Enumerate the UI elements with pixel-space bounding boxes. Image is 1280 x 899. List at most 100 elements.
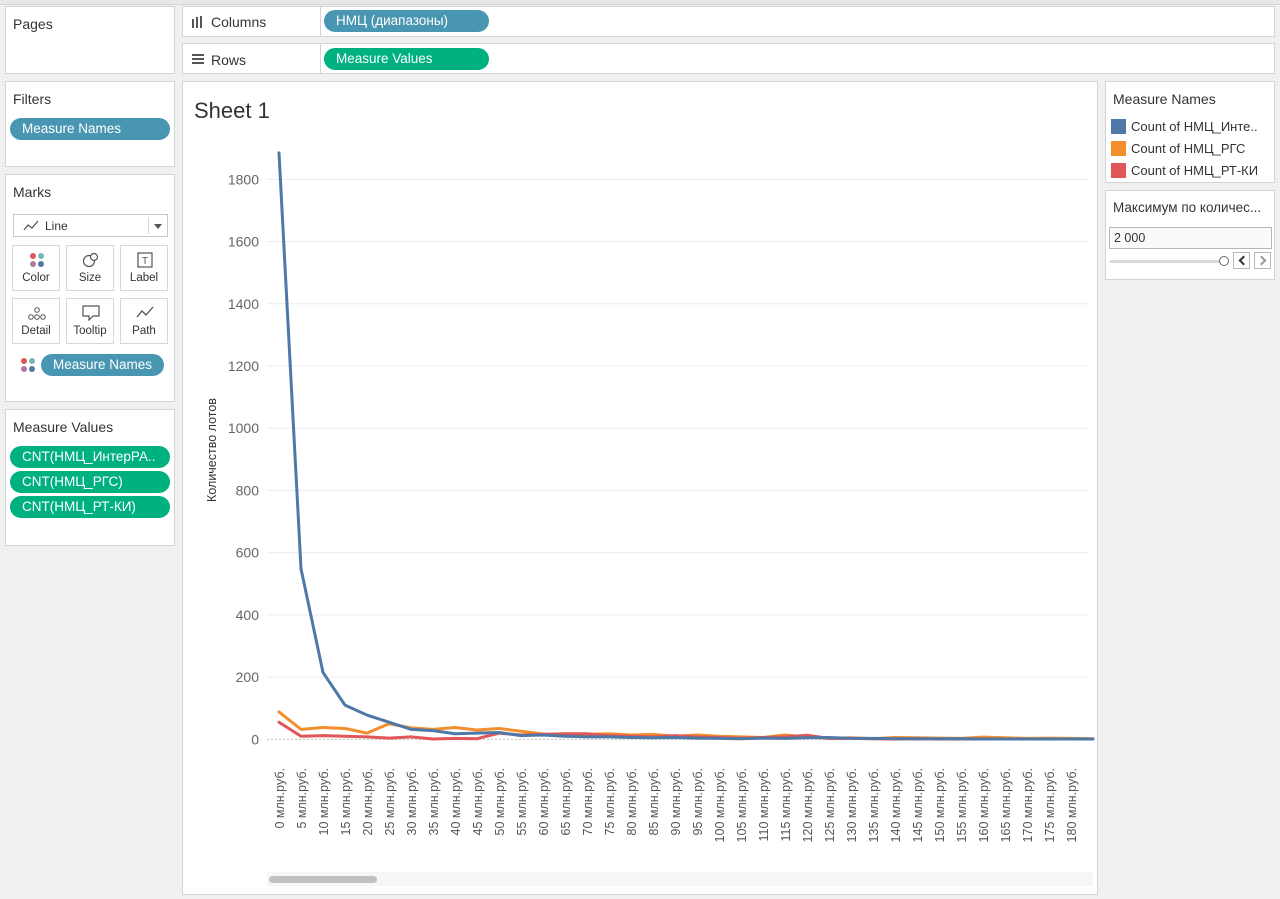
color-encoding-icon bbox=[21, 358, 35, 372]
legend-label: Count of НМЦ_РГС bbox=[1131, 141, 1246, 156]
filters-card[interactable]: Filters Measure Names bbox=[5, 81, 175, 167]
path-icon bbox=[136, 306, 154, 318]
max-filter-value: 2 000 bbox=[1114, 231, 1146, 245]
max-filter-card: Максимум по количес... 2 000 bbox=[1105, 190, 1275, 280]
size-button-label: Size bbox=[78, 272, 102, 284]
marks-card: Marks Line Color Size T Label Detail Too… bbox=[5, 174, 175, 402]
slider-handle[interactable] bbox=[1219, 256, 1229, 266]
label-button[interactable]: T Label bbox=[120, 245, 168, 291]
x-tick-label: 180 млн.руб. bbox=[1065, 768, 1079, 842]
x-tick-label: 20 млн.руб. bbox=[361, 768, 375, 835]
y-axis-label: Количество лотов bbox=[205, 398, 219, 502]
x-tick-label: 160 млн.руб. bbox=[977, 768, 991, 842]
mark-type-label: Line bbox=[45, 219, 68, 233]
chevron-left-icon bbox=[1238, 255, 1249, 266]
x-tick-label: 45 млн.руб. bbox=[471, 768, 485, 835]
x-tick-label: 165 млн.руб. bbox=[999, 768, 1013, 842]
measure-values-title: Measure Values bbox=[13, 419, 114, 435]
size-icon bbox=[82, 252, 99, 268]
chevron-down-icon bbox=[154, 224, 162, 229]
path-button[interactable]: Path bbox=[120, 298, 168, 344]
tooltip-button-label: Tooltip bbox=[73, 325, 107, 337]
label-icon: T bbox=[137, 252, 153, 268]
detail-button-label: Detail bbox=[21, 325, 51, 337]
series-line bbox=[277, 151, 1095, 741]
x-tick-label: 40 млн.руб. bbox=[449, 768, 463, 835]
legend-swatch bbox=[1111, 119, 1126, 134]
columns-shelf[interactable]: Columns НМЦ (диапазоны) bbox=[182, 6, 1275, 37]
marks-title: Marks bbox=[13, 184, 52, 200]
legend-label: Count of НМЦ_Инте.. bbox=[1131, 119, 1258, 134]
label-button-label: Label bbox=[129, 272, 159, 284]
x-tick-label: 140 млн.руб. bbox=[889, 768, 903, 842]
tooltip-icon bbox=[82, 305, 100, 321]
detail-icon bbox=[28, 307, 46, 320]
horizontal-scrollbar[interactable] bbox=[267, 872, 1093, 886]
size-button[interactable]: Size bbox=[66, 245, 114, 291]
legend-card: Measure Names Count of НМЦ_Инте.. Count … bbox=[1105, 81, 1275, 183]
path-button-label: Path bbox=[132, 325, 156, 337]
svg-text:T: T bbox=[142, 256, 148, 267]
columns-pill[interactable]: НМЦ (диапазоны) bbox=[324, 10, 489, 32]
sheet-view: Sheet 1 0 200 400 600 800 1000 1200 1400 1600 180… bbox=[182, 81, 1098, 895]
x-tick-label: 170 млн.руб. bbox=[1021, 768, 1035, 842]
x-tick-label: 80 млн.руб. bbox=[625, 768, 639, 835]
x-tick-label: 155 млн.руб. bbox=[955, 768, 969, 842]
y-tick-label: 1000 bbox=[228, 420, 259, 436]
x-tick-label: 30 млн.руб. bbox=[405, 768, 419, 835]
x-tick-label: 10 млн.руб. bbox=[317, 768, 331, 835]
columns-icon bbox=[192, 16, 204, 28]
x-tick-label: 85 млн.руб. bbox=[647, 768, 661, 835]
x-tick-label: 15 млн.руб. bbox=[339, 768, 353, 835]
detail-button[interactable]: Detail bbox=[12, 298, 60, 344]
marks-color-pill[interactable]: Measure Names bbox=[41, 354, 164, 376]
y-tick-label: 0 bbox=[251, 731, 259, 747]
x-tick-label: 120 млн.руб. bbox=[801, 768, 815, 842]
chevron-right-icon bbox=[1256, 255, 1267, 266]
measure-values-card: Measure Values CNT(НМЦ_ИнтерРА.. CNT(НМЦ… bbox=[5, 409, 175, 546]
line-mark-icon bbox=[23, 220, 39, 231]
rows-pill[interactable]: Measure Values bbox=[324, 48, 489, 70]
x-tick-label: 55 млн.руб. bbox=[515, 768, 529, 835]
rows-shelf[interactable]: Rows Measure Values bbox=[182, 43, 1275, 74]
y-tick-label: 200 bbox=[236, 669, 260, 685]
scrollbar-thumb[interactable] bbox=[269, 876, 377, 883]
x-tick-label: 35 млн.руб. bbox=[427, 768, 441, 835]
x-tick-label: 115 млн.руб. bbox=[779, 768, 793, 842]
mark-type-dropdown[interactable]: Line bbox=[13, 214, 168, 237]
step-forward-button[interactable] bbox=[1254, 252, 1271, 269]
x-tick-label: 105 млн.руб. bbox=[735, 768, 749, 842]
legend-title: Measure Names bbox=[1113, 91, 1216, 107]
sheet-title: Sheet 1 bbox=[194, 98, 270, 123]
color-button[interactable]: Color bbox=[12, 245, 60, 291]
pages-title: Pages bbox=[13, 16, 53, 32]
dropdown-divider bbox=[148, 217, 149, 234]
x-tick-label: 145 млн.руб. bbox=[911, 768, 925, 842]
x-tick-label: 130 млн.руб. bbox=[845, 768, 859, 842]
slider-track[interactable] bbox=[1110, 260, 1224, 263]
x-tick-label: 100 млн.руб. bbox=[713, 768, 727, 842]
measure-value-pill[interactable]: CNT(НМЦ_ИнтерРА.. bbox=[10, 446, 170, 468]
step-back-button[interactable] bbox=[1233, 252, 1250, 269]
pages-card[interactable]: Pages bbox=[5, 6, 175, 74]
x-tick-label: 110 млн.руб. bbox=[757, 768, 771, 842]
y-tick-label: 600 bbox=[236, 545, 260, 561]
chart[interactable]: 0 200 400 600 800 1000 1200 1400 1600 1800 Количес… bbox=[183, 82, 1097, 894]
x-tick-label: 70 млн.руб. bbox=[581, 768, 595, 835]
tooltip-button[interactable]: Tooltip bbox=[66, 298, 114, 344]
x-tick-label: 65 млн.руб. bbox=[559, 768, 573, 835]
rows-icon bbox=[192, 54, 204, 65]
measure-value-pill[interactable]: CNT(НМЦ_РГС) bbox=[10, 471, 170, 493]
filter-pill-measure-names[interactable]: Measure Names bbox=[10, 118, 170, 140]
x-tick-label: 5 млн.руб. bbox=[295, 768, 309, 829]
x-tick-label: 50 млн.руб. bbox=[493, 768, 507, 835]
max-filter-title: Максимум по количес... bbox=[1113, 200, 1262, 215]
y-tick-label: 1400 bbox=[228, 296, 259, 312]
x-tick-label: 135 млн.руб. bbox=[867, 768, 881, 842]
legend-swatch bbox=[1111, 163, 1126, 178]
x-tick-label: 90 млн.руб. bbox=[669, 768, 683, 835]
x-tick-label: 175 млн.руб. bbox=[1043, 768, 1057, 842]
x-tick-label: 150 млн.руб. bbox=[933, 768, 947, 842]
measure-value-pill[interactable]: CNT(НМЦ_РТ-КИ) bbox=[10, 496, 170, 518]
max-filter-input[interactable]: 2 000 bbox=[1109, 227, 1272, 249]
